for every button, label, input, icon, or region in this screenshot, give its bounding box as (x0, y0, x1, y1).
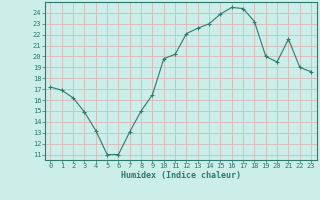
X-axis label: Humidex (Indice chaleur): Humidex (Indice chaleur) (121, 171, 241, 180)
